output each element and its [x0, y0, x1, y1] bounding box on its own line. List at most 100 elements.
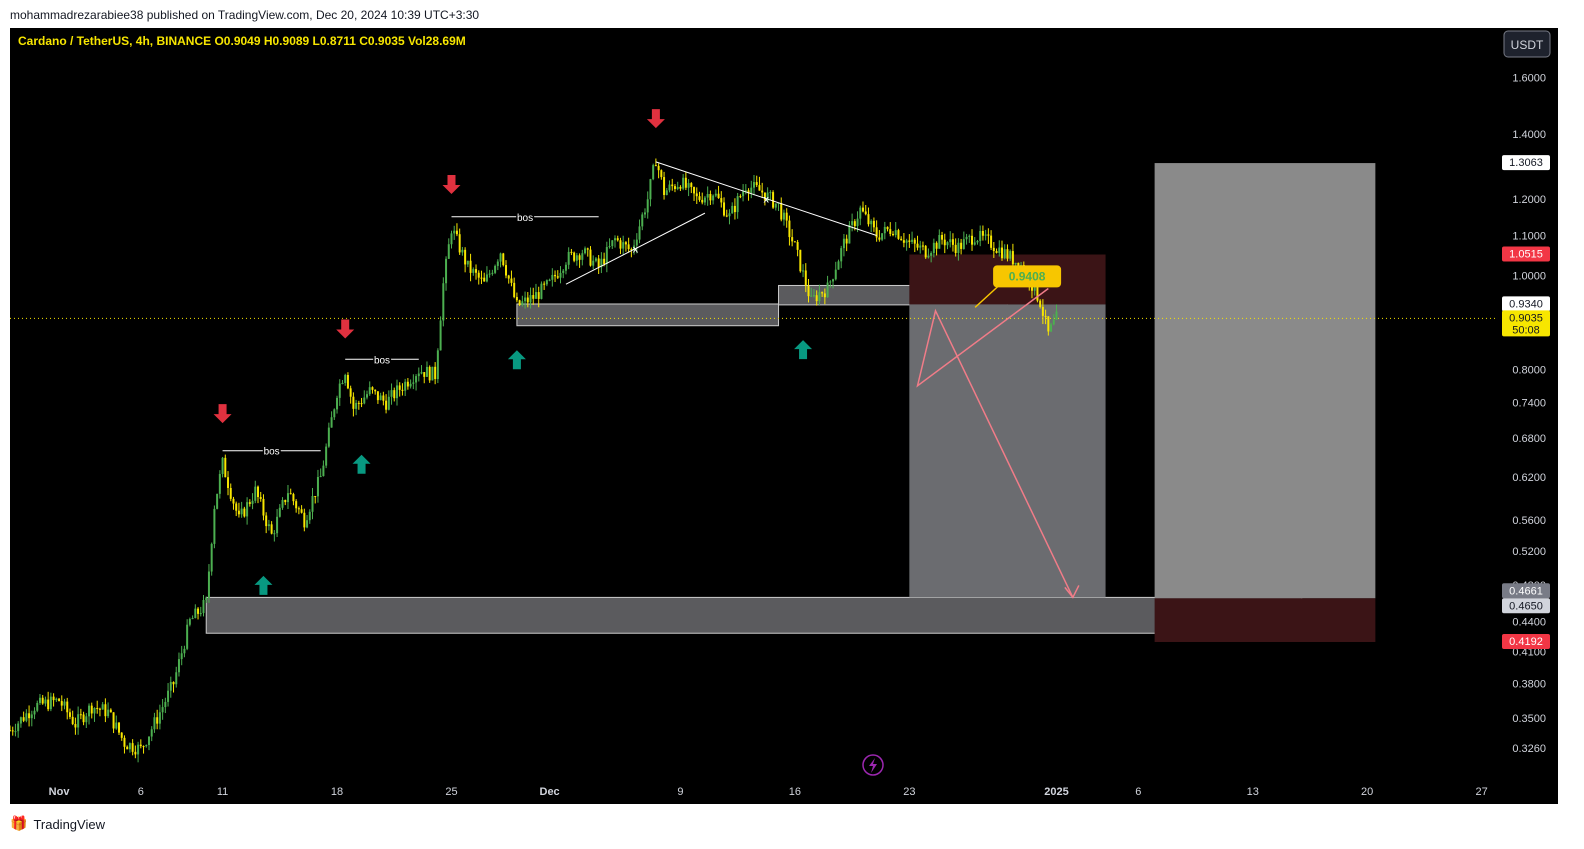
- candle-body: [423, 372, 426, 377]
- candle-body: [864, 211, 867, 215]
- candle-body: [450, 233, 453, 245]
- candle-body: [11, 730, 14, 732]
- candle-body: [701, 199, 704, 203]
- candle-body: [976, 240, 979, 243]
- price-tag-label: 0.4650: [1509, 600, 1543, 612]
- candle-body: [581, 253, 584, 260]
- candle-body: [990, 235, 993, 248]
- candle-body: [175, 672, 178, 685]
- candle-body: [395, 385, 398, 399]
- candle-body: [123, 737, 126, 747]
- candle-body: [886, 226, 889, 230]
- projection-arrowhead: [1064, 585, 1080, 599]
- candle-body: [603, 258, 606, 264]
- candle-body: [534, 292, 537, 299]
- candle-body: [480, 277, 483, 279]
- candle-body: [251, 500, 254, 504]
- candle-body: [973, 242, 976, 245]
- candle-body: [1030, 284, 1033, 291]
- lightning-icon[interactable]: [862, 754, 884, 776]
- candle-body: [1014, 262, 1017, 265]
- candle-body: [494, 265, 497, 273]
- y-tick-label: 0.3800: [1512, 678, 1546, 690]
- candle-body: [120, 732, 123, 738]
- demand-zone-lower: [205, 596, 1303, 634]
- candle-body: [1044, 315, 1047, 317]
- callout-label: 0.9408: [1009, 269, 1046, 283]
- candle-body: [932, 242, 935, 254]
- price-tag: [1502, 310, 1550, 337]
- candle-body: [584, 248, 587, 254]
- candle-body: [142, 746, 145, 748]
- candle-body: [992, 247, 995, 252]
- candle-body: [284, 500, 287, 503]
- candle-body: [213, 508, 216, 544]
- candle-body: [709, 194, 712, 201]
- candle-body: [355, 402, 358, 409]
- candle-body: [788, 220, 791, 238]
- currency-button[interactable]: USDT: [1503, 30, 1551, 58]
- price-tag: [1502, 633, 1550, 649]
- candle-body: [507, 275, 510, 279]
- currency-label: USDT: [1511, 38, 1544, 52]
- candle-body: [627, 244, 630, 250]
- candle-body: [186, 624, 189, 649]
- long-target-zone: [1154, 163, 1376, 599]
- candle-body: [714, 193, 717, 196]
- candle-body: [158, 712, 161, 724]
- candle-body: [434, 366, 437, 380]
- candle-body: [676, 186, 679, 189]
- price-tag: [1502, 155, 1550, 171]
- candle-body: [891, 233, 894, 236]
- candle-body: [597, 258, 600, 268]
- candle-body: [941, 234, 944, 240]
- candle-body: [796, 242, 799, 250]
- trendline-mark: x: [763, 195, 769, 206]
- price-tag-label: 1.3063: [1509, 157, 1543, 169]
- candle-body: [750, 187, 753, 194]
- candle-body: [723, 202, 726, 216]
- candle-body: [41, 697, 44, 704]
- candle-body: [22, 717, 25, 721]
- candle-body: [197, 608, 200, 614]
- candle-body: [821, 292, 824, 294]
- y-tick-label: 1.0000: [1512, 271, 1546, 283]
- candle-body: [883, 226, 886, 234]
- candle-body: [951, 239, 954, 245]
- candle-body: [385, 400, 388, 410]
- price-layer: [10, 158, 1058, 763]
- candle-body: [316, 477, 319, 497]
- price-tag: [1502, 246, 1550, 262]
- x-tick-label: 2025: [1044, 786, 1068, 798]
- candle-body: [524, 297, 527, 302]
- price-chart[interactable]: 1.60001.40001.20001.10001.00000.90000.80…: [10, 28, 1558, 804]
- candle-body: [684, 177, 687, 188]
- candle-body: [25, 713, 28, 721]
- candle-body: [851, 221, 854, 225]
- callout-box: [993, 265, 1062, 288]
- x-tick-label: Nov: [49, 786, 71, 798]
- candle-body: [608, 246, 611, 248]
- chart-area[interactable]: 1.60001.40001.20001.10001.00000.90000.80…: [10, 28, 1558, 804]
- candle-body: [728, 213, 731, 217]
- candle-body: [270, 524, 273, 534]
- candle-body: [706, 194, 709, 198]
- candle-body: [483, 277, 486, 282]
- candle-body: [965, 236, 968, 240]
- price-tag-label: 1.0515: [1509, 249, 1543, 261]
- candle-body: [872, 220, 875, 228]
- candle-body: [488, 273, 491, 275]
- candle-body: [878, 237, 881, 240]
- y-tick-label: 0.3500: [1512, 713, 1546, 725]
- y-tick-label: 0.4400: [1512, 617, 1546, 629]
- candle-body: [902, 240, 905, 243]
- candle-body: [635, 239, 638, 246]
- candle-body: [55, 698, 58, 701]
- candle-body: [671, 184, 674, 187]
- candle-body: [330, 417, 333, 428]
- x-tick-label: 11: [217, 786, 228, 798]
- candle-body: [366, 394, 369, 398]
- candle-body: [853, 221, 856, 227]
- candle-body: [687, 183, 690, 188]
